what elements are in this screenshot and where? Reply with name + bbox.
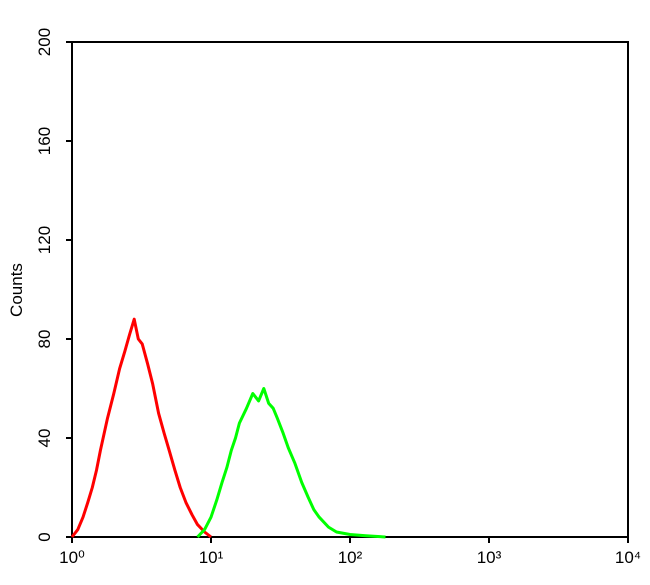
y-tick-label: 160	[35, 127, 54, 155]
series-line	[196, 387, 386, 539]
plot-frame	[71, 41, 629, 538]
y-tick-label: 0	[35, 532, 54, 541]
y-tick-label: 80	[35, 330, 54, 349]
y-tick-label: 200	[35, 28, 54, 56]
x-tick-label: 10³	[477, 548, 502, 567]
x-tick-label: 10⁰	[59, 548, 85, 567]
x-tick-label: 10¹	[199, 548, 224, 567]
y-tick-label: 120	[35, 226, 54, 254]
x-tick-label: 10²	[338, 548, 363, 567]
y-axis-label: Counts	[7, 263, 26, 317]
y-tick-label: 40	[35, 429, 54, 448]
series-line	[70, 317, 212, 539]
x-tick-label: 10⁴	[615, 548, 641, 567]
